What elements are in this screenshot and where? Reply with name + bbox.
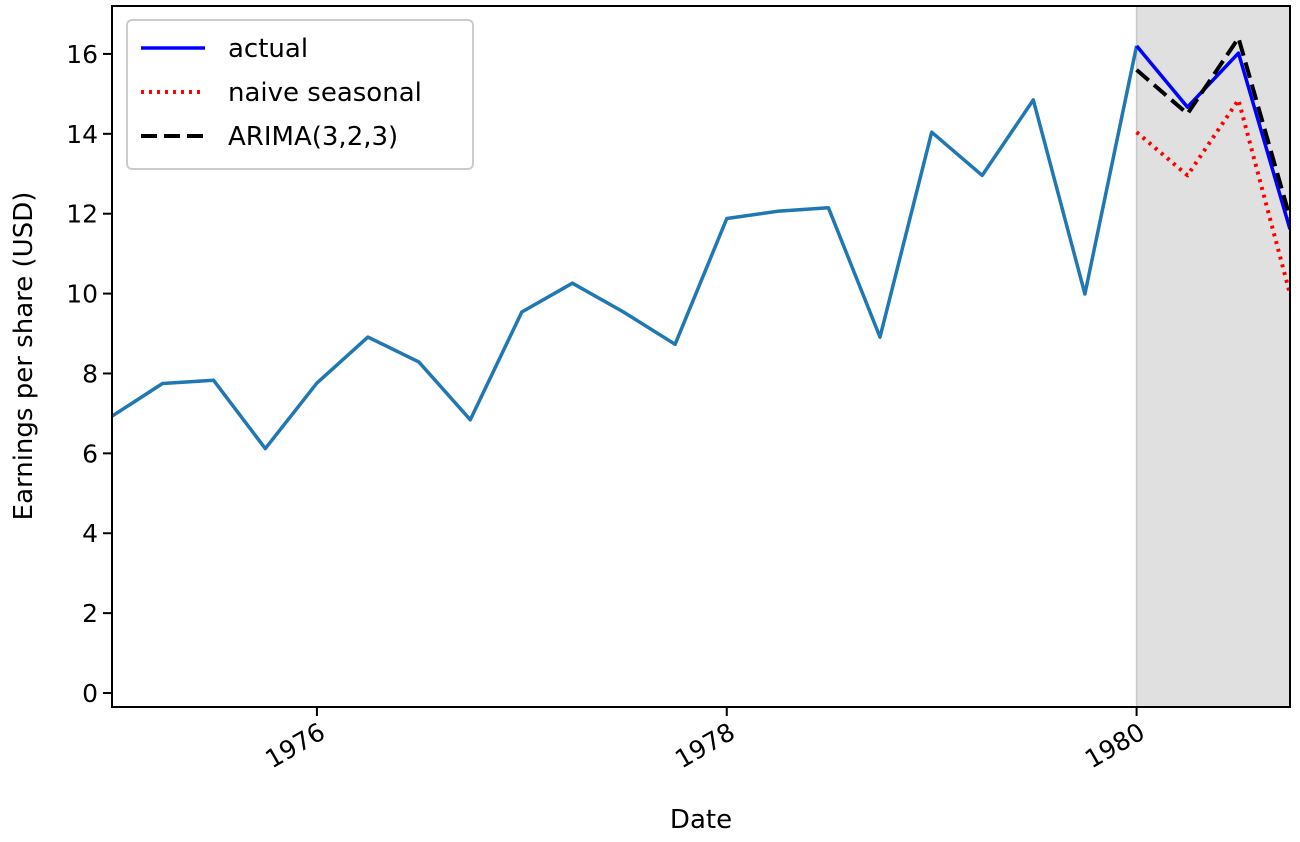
- y-tick-label: 0: [82, 679, 98, 708]
- legend: actual naive seasonal ARIMA(3,2,3): [126, 19, 474, 170]
- x-axis-label: Date: [670, 805, 732, 835]
- legend-box: [126, 19, 474, 170]
- y-tick-label: 6: [82, 439, 98, 468]
- y-tick-label: 12: [66, 200, 98, 229]
- series-line-actual: [1135, 44, 1290, 230]
- series-line-arima-3-2-3: [1135, 36, 1290, 219]
- series-line-history: [112, 45, 1139, 451]
- legend-label-arima-3-2-3: ARIMA(3,2,3): [228, 122, 398, 152]
- y-tick-label: 10: [66, 280, 98, 309]
- x-tick-label: 1978: [670, 717, 740, 774]
- y-axis-label: Earnings per share (USD): [9, 192, 39, 521]
- x-tick-label: 1976: [260, 717, 330, 774]
- legend-label-naive-seasonal: naive seasonal: [228, 78, 422, 108]
- legend-label-actual: actual: [228, 34, 308, 64]
- plot-frame: [111, 5, 1291, 708]
- y-tick-label: 2: [82, 599, 98, 628]
- x-tick-label: 1980: [1080, 717, 1150, 774]
- y-tick-label: 8: [82, 359, 98, 388]
- y-tick-label: 4: [82, 519, 98, 548]
- y-tick-label: 14: [66, 120, 98, 149]
- forecast-region: [1136, 6, 1290, 707]
- series-line-naive-seasonal: [1135, 97, 1290, 295]
- y-tick-label: 16: [66, 40, 98, 69]
